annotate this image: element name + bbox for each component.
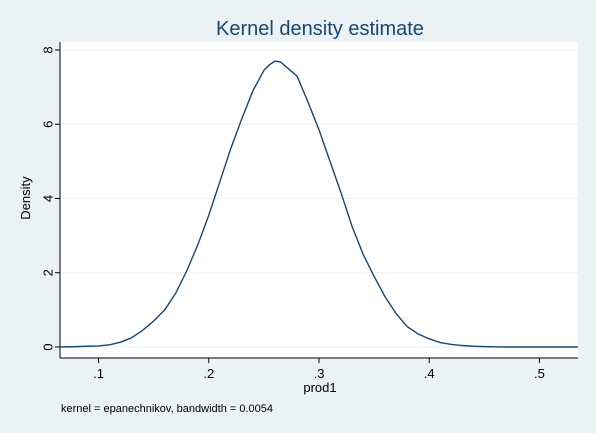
y-axis-ticks: 0 2 4 6 8	[41, 46, 60, 351]
chart-note: kernel = epanechnikov, bandwidth = 0.005…	[61, 403, 273, 415]
x-tick-label-4: .5	[534, 366, 545, 381]
y-tick-label-3: 6	[41, 121, 56, 128]
y-tick-label-1: 2	[41, 269, 56, 276]
y-tick-label-0: 0	[41, 343, 56, 350]
x-tick-label-3: .4	[424, 366, 435, 381]
y-tick-label-4: 8	[41, 46, 56, 53]
density-line	[59, 60, 578, 348]
plot-area	[60, 42, 578, 358]
x-tick-label-0: .1	[93, 366, 104, 381]
x-tick-label-2: .3	[314, 366, 325, 381]
chart-title: Kernel density estimate	[216, 18, 424, 40]
y-axis-label: Density	[18, 176, 33, 220]
x-axis-label: prod1	[303, 380, 336, 395]
x-tick-label-1: .2	[203, 366, 214, 381]
y-tick-label-2: 4	[41, 195, 56, 202]
x-axis-ticks: .1 .2 .3 .4 .5	[93, 358, 545, 381]
